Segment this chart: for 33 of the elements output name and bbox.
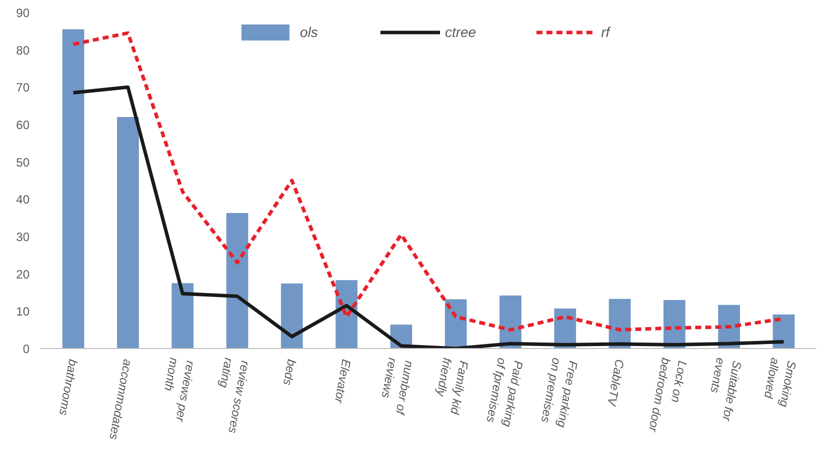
bar	[172, 283, 194, 348]
x-tick-label: reviews per month	[161, 356, 198, 424]
bar	[226, 212, 248, 348]
x-tick-label: Family kid friendly	[434, 356, 471, 416]
x-tick-label: review scores rating	[216, 356, 252, 434]
x-tick-label: number of reviews	[378, 356, 416, 418]
y-tick-label: 30	[16, 230, 30, 244]
y-tick-label: 90	[16, 6, 30, 20]
line-series	[72, 85, 786, 348]
x-tick-label: Lock on bedroom door	[646, 356, 690, 434]
legend-label: rf	[601, 24, 612, 40]
x-tick-label: Suitable for events	[708, 356, 744, 423]
legend-label: ctree	[444, 24, 476, 40]
legend-label: ols	[300, 24, 319, 40]
x-tick-label: accommodates	[106, 358, 135, 441]
x-tick-label: Paid parking of fpremises	[484, 356, 526, 428]
y-tick-label: 60	[16, 118, 30, 132]
y-tick-label: 0	[22, 342, 30, 356]
x-tick-label: Free parking on premises	[538, 356, 580, 429]
y-tick-label: 70	[16, 80, 30, 95]
bar	[117, 117, 139, 348]
x-tick-label: Elevator	[332, 358, 354, 406]
x-tick-label: Smoking allowed	[761, 356, 799, 409]
y-tick-label: 10	[16, 304, 30, 319]
bar	[280, 284, 303, 348]
x-tick-label: CableTV	[604, 358, 627, 408]
y-tick-label: 50	[16, 155, 30, 170]
y-tick-label: 40	[16, 192, 30, 207]
x-tick-label: beds	[280, 358, 299, 386]
y-tick-label: 20	[16, 267, 30, 282]
y-tick-label: 80	[16, 43, 30, 58]
x-tick-label: bathrooms	[56, 358, 80, 417]
bar	[62, 29, 84, 348]
